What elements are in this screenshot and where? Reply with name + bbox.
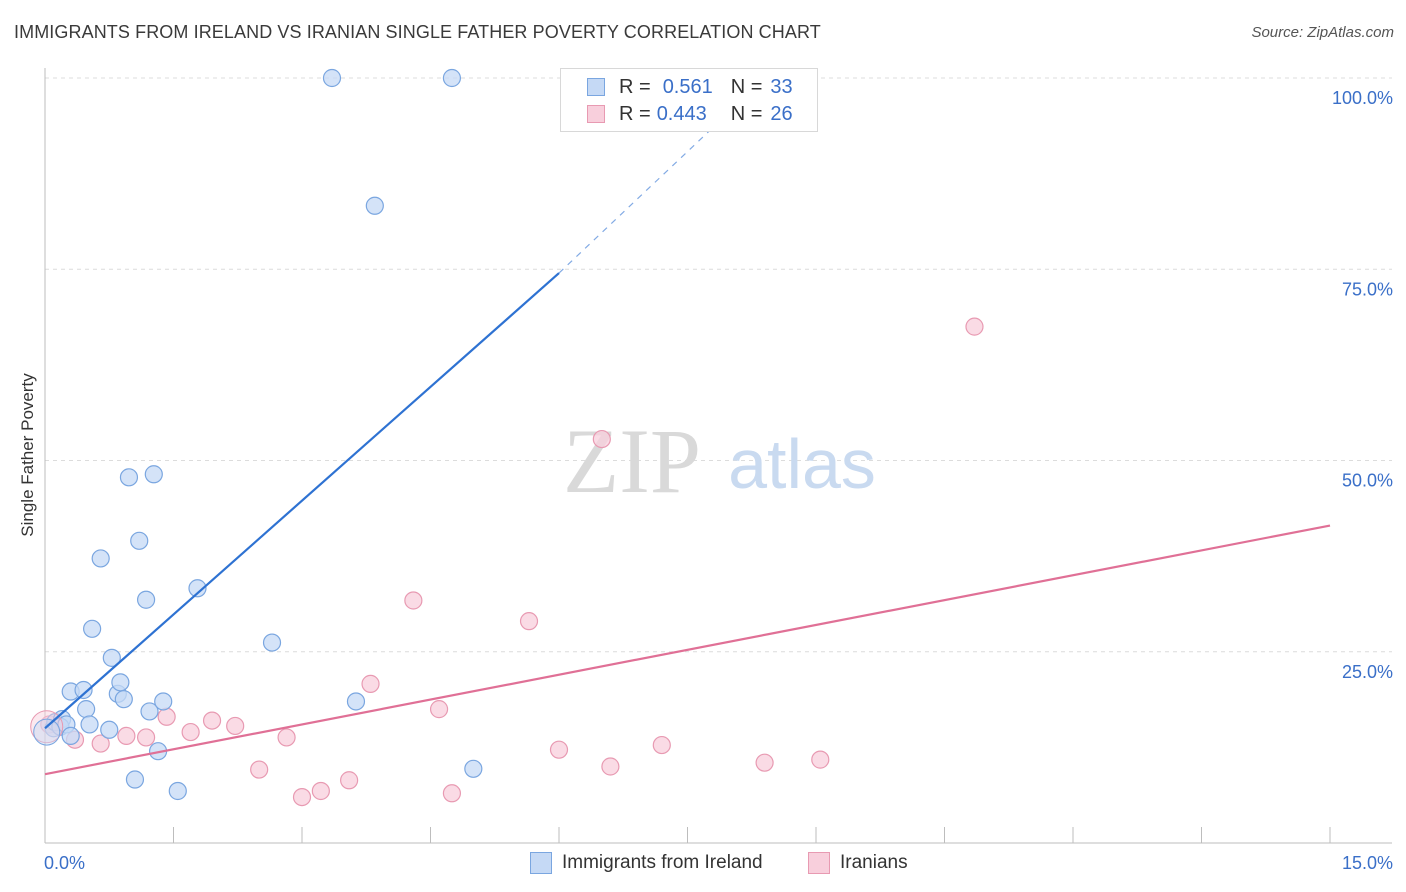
y-tick-label: 50.0%	[1342, 471, 1393, 491]
ireland-point	[91, 549, 110, 568]
iranians-point	[519, 612, 539, 631]
ireland-point	[83, 619, 102, 638]
ireland-point	[80, 715, 99, 734]
ireland-point	[114, 690, 133, 709]
iranians-point	[601, 757, 620, 776]
iranians-point	[181, 722, 200, 742]
legend-n-label: N =	[730, 102, 763, 125]
iranians-point	[811, 750, 830, 769]
iranians-point	[250, 760, 269, 779]
ireland-point-large	[33, 718, 61, 746]
iranians-point	[429, 700, 449, 719]
points-layer	[30, 68, 984, 807]
x-tick-label: 0.0%	[44, 853, 85, 873]
watermark-zip: ZIP	[563, 410, 701, 512]
ireland-point	[136, 590, 156, 609]
ireland-point	[262, 633, 282, 652]
iranians-point	[117, 726, 136, 746]
iranians-point	[157, 707, 176, 726]
y-axis-label: Single Father Poverty	[18, 373, 37, 537]
bottom-legend-iranians-label: Iranians	[840, 852, 908, 873]
ireland-point	[130, 531, 149, 550]
ireland-trend-line	[44, 272, 560, 730]
iranians-point	[202, 711, 222, 730]
iranians-point	[592, 429, 611, 449]
watermark: ZIP atlas	[563, 410, 876, 512]
source-note: Source: ZipAtlas.com	[1251, 24, 1394, 41]
iranians-point	[136, 728, 156, 747]
ireland-point	[140, 702, 159, 721]
y-tick-label: 100.0%	[1332, 88, 1393, 108]
iranians-point	[277, 728, 296, 747]
ireland-point	[77, 700, 96, 719]
bottom-legend-ireland: Immigrants from Ireland	[530, 852, 763, 874]
legend-n-value: 33	[770, 75, 793, 98]
iranians-point	[311, 781, 330, 801]
iranians-point	[549, 740, 569, 759]
legend-row-iranians: R = 0.443 N = 26	[587, 102, 793, 126]
legend-r-value: 0.561	[662, 75, 713, 98]
grid-layer	[45, 77, 1392, 653]
legend-swatch-blue	[587, 78, 605, 96]
tick-labels-layer: 25.0% 50.0% 75.0% 100.0% 0.0% 15.0%	[44, 88, 1393, 873]
ireland-point	[74, 680, 93, 700]
iranians-point	[404, 591, 423, 610]
ireland-point	[111, 673, 130, 692]
ireland-point	[119, 468, 139, 487]
ireland-point	[365, 196, 384, 215]
iranians-point	[226, 716, 245, 736]
legend-row-ireland: R = 0.561 N = 33	[587, 75, 793, 99]
legend-r-value: 0.443	[656, 102, 707, 125]
y-tick-label: 75.0%	[1342, 279, 1393, 299]
ireland-point	[168, 781, 187, 801]
ireland-point	[464, 759, 483, 778]
ireland-point	[188, 579, 207, 598]
iranians-point	[442, 784, 462, 803]
legend-n-value: 26	[770, 102, 793, 125]
iranians-point	[965, 317, 984, 336]
ireland-point	[154, 692, 173, 711]
iranians-point	[292, 787, 312, 807]
legend-n-label: N =	[730, 75, 763, 98]
bottom-swatch-pink	[808, 852, 830, 874]
ireland-point	[144, 465, 163, 484]
axes-layer	[44, 68, 1392, 844]
ireland-point	[322, 68, 342, 88]
y-tick-label: 25.0%	[1342, 662, 1393, 682]
ireland-point	[102, 648, 121, 667]
iranians-point	[652, 735, 671, 755]
iranians-point	[755, 753, 774, 772]
legend-r-label: R =	[619, 75, 651, 98]
legend-r-label: R =	[619, 102, 651, 125]
ireland-point	[100, 720, 119, 739]
chart-title: IMMIGRANTS FROM IRELAND VS IRANIAN SINGL…	[14, 22, 821, 42]
correlation-legend: R = 0.561 N = 33 R = 0.443 N = 26	[560, 68, 818, 132]
watermark-atlas: atlas	[728, 425, 876, 503]
x-tick-label: 15.0%	[1342, 853, 1393, 873]
bottom-swatch-blue	[530, 852, 552, 874]
iranians-point	[91, 734, 110, 753]
ireland-point	[346, 692, 366, 711]
ireland-point	[442, 68, 462, 88]
ireland-point	[125, 770, 145, 789]
bottom-legend-ireland-label: Immigrants from Ireland	[562, 852, 763, 873]
iranians-point	[340, 771, 359, 790]
iranians-point	[361, 674, 380, 693]
iranians-trend-line	[44, 524, 1331, 776]
legend-swatch-pink	[587, 105, 605, 123]
ireland-point	[61, 726, 80, 746]
bottom-legend-iranians: Iranians	[808, 852, 908, 874]
